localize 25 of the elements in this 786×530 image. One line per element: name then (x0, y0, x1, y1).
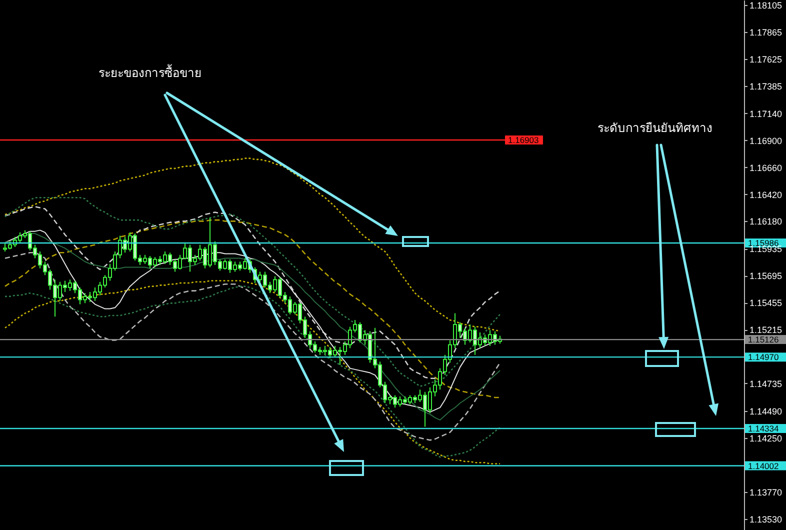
y-tick-label: 1.17865 (750, 28, 782, 38)
annotation: ระยะของการซื้อขาย (98, 64, 202, 80)
ref-line-label: 1.14334 (748, 423, 779, 434)
ref-line-label: 1.14002 (748, 460, 779, 471)
text: ระดับการยืนยันทิศทาง (598, 121, 712, 135)
y-tick-label: 1.18105 (750, 0, 782, 11)
y-tick-label: 1.17385 (750, 81, 782, 92)
y-tick-label: 1.13770 (750, 487, 782, 498)
y-tick-label: 1.17625 (750, 54, 782, 64)
ref-line-label: 1.15126 (748, 334, 779, 345)
y-tick-label: 1.14250 (750, 433, 782, 444)
line-series (4, 158, 501, 332)
y-tick-label: 1.16900 (750, 136, 782, 146)
y-tick-label: 1.13530 (750, 514, 782, 524)
y-tick-label: 1.15455 (750, 298, 782, 308)
y-tick-label: 1.16420 (750, 190, 782, 200)
y-tick-label: 1.15215 (750, 325, 782, 336)
y-tick-label: 1.16660 (750, 162, 782, 173)
y-tick-label: 1.14735 (750, 378, 782, 389)
y-tick-label: 1.17140 (750, 108, 782, 119)
y-tick-label: 1.16180 (750, 216, 782, 227)
ref-line-label: 1.14970 (748, 352, 779, 362)
y-tick-label: 1.14490 (750, 406, 782, 416)
ref-line-label: 1.16903 (508, 135, 539, 146)
y-tick-label: 1.15695 (750, 271, 782, 282)
